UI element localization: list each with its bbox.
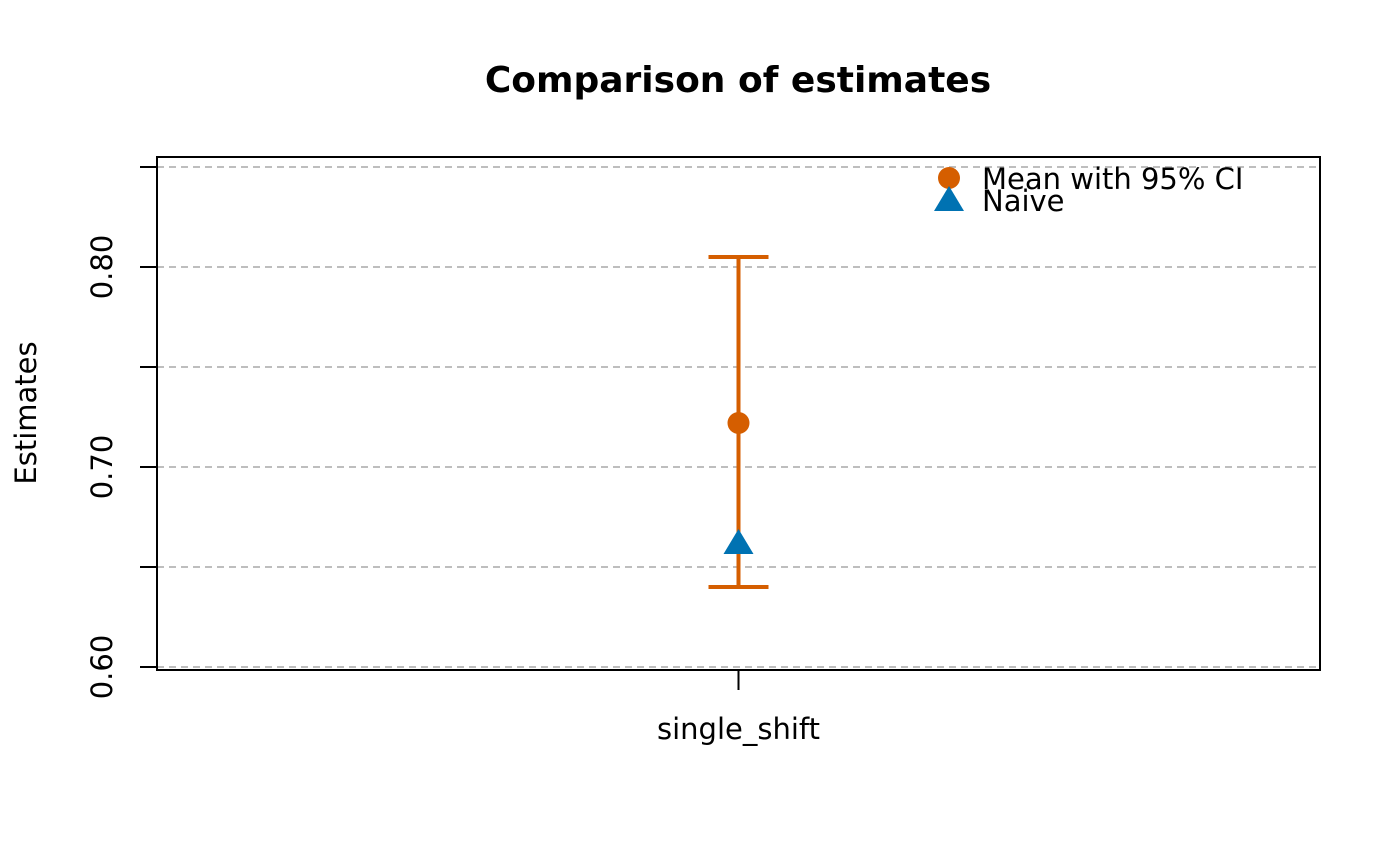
y-axis-label: Estimates	[9, 341, 43, 484]
y-tick-label: 0.80	[85, 235, 119, 300]
legend-entry-label: Mean with 95% CI	[982, 162, 1243, 196]
naive-point	[723, 529, 754, 554]
mean-point	[727, 412, 750, 434]
x-axis: single_shift	[657, 670, 820, 746]
legend-triangle-marker	[934, 186, 964, 211]
y-tick-label: 0.60	[85, 635, 119, 700]
marks	[708, 255, 769, 589]
legend-circle-marker	[938, 167, 960, 189]
chart-title: Comparison of estimates	[485, 60, 991, 101]
x-tick-label: single_shift	[657, 712, 820, 746]
y-axis: 0.60 0.70 0.80	[85, 166, 158, 700]
legend-entry-label: Naive	[982, 184, 1065, 218]
y-tick-label: 0.70	[85, 435, 119, 500]
